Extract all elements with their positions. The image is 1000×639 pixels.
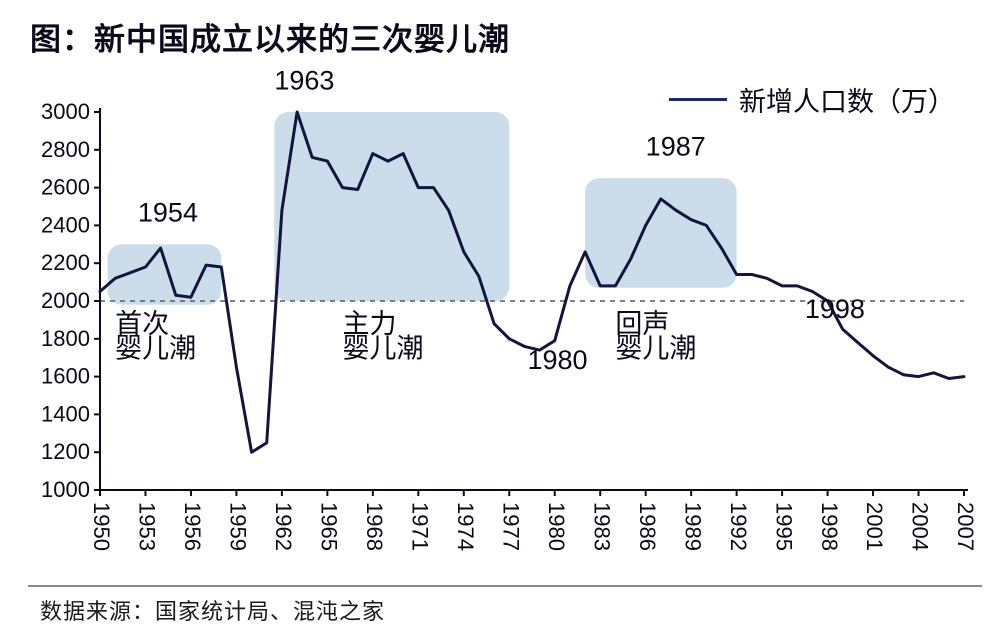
ytick-label: 2800 (41, 137, 90, 162)
xtick-label: 1995 (771, 502, 796, 551)
callout-1987: 1987 (646, 131, 706, 161)
ytick-label: 2400 (41, 212, 90, 237)
callout-1963: 1963 (274, 65, 334, 95)
xtick-label: 1983 (589, 502, 614, 551)
xtick-label: 1965 (317, 502, 342, 551)
figure-root: 图：新中国成立以来的三次婴儿潮 新增人口数（万） 100012001400160… (0, 0, 1000, 639)
xtick-label: 1962 (271, 502, 296, 551)
highlight-region-2 (585, 178, 737, 288)
xtick-label: 1968 (362, 502, 387, 551)
region-label-0-l2: 婴儿潮 (115, 334, 196, 364)
callout-1980: 1980 (527, 345, 587, 375)
ytick-label: 1000 (41, 477, 90, 502)
xtick-label: 1974 (453, 502, 478, 551)
callout-1954: 1954 (138, 198, 198, 228)
ytick-label: 1800 (41, 326, 90, 351)
ytick-label: 1400 (41, 401, 90, 426)
xtick-label: 1971 (408, 502, 433, 551)
ytick-label: 1200 (41, 439, 90, 464)
xtick-label: 2007 (953, 502, 978, 551)
xtick-label: 1986 (635, 502, 660, 551)
ytick-label: 2600 (41, 175, 90, 200)
figure-title: 图：新中国成立以来的三次婴儿潮 (30, 14, 510, 59)
xtick-label: 1959 (226, 502, 251, 551)
xtick-label: 1989 (680, 502, 705, 551)
callout-1998: 1998 (805, 294, 865, 324)
ytick-label: 3000 (41, 99, 90, 124)
footer-rule (28, 585, 982, 587)
xtick-label: 1980 (544, 502, 569, 551)
chart-svg: 1000 1200 1400 1600 1800 2000 2200 2400 2600 2800… (32, 100, 972, 568)
xtick-label: 1998 (817, 502, 842, 551)
chart-plot-area: 1000 1200 1400 1600 1800 2000 2200 2400 2600 2800… (32, 100, 972, 568)
xtick-label: 1953 (135, 502, 160, 551)
xtick-label: 1956 (180, 502, 205, 551)
region-label-1-l2: 婴儿潮 (343, 334, 424, 364)
ytick-label: 1600 (41, 364, 90, 389)
xtick-label: 1950 (89, 502, 114, 551)
ytick-label: 2200 (41, 250, 90, 275)
footer-source: 数据来源：国家统计局、混沌之家 (40, 594, 385, 626)
xtick-label: 1992 (726, 502, 751, 551)
region-label-2-l2: 婴儿潮 (615, 334, 696, 364)
xtick-label: 1977 (498, 502, 523, 551)
data-line (100, 112, 964, 452)
highlight-region-1 (274, 112, 509, 301)
ytick-label: 2000 (41, 288, 90, 313)
xtick-label: 2001 (862, 502, 887, 551)
xtick-label: 2004 (908, 502, 933, 551)
